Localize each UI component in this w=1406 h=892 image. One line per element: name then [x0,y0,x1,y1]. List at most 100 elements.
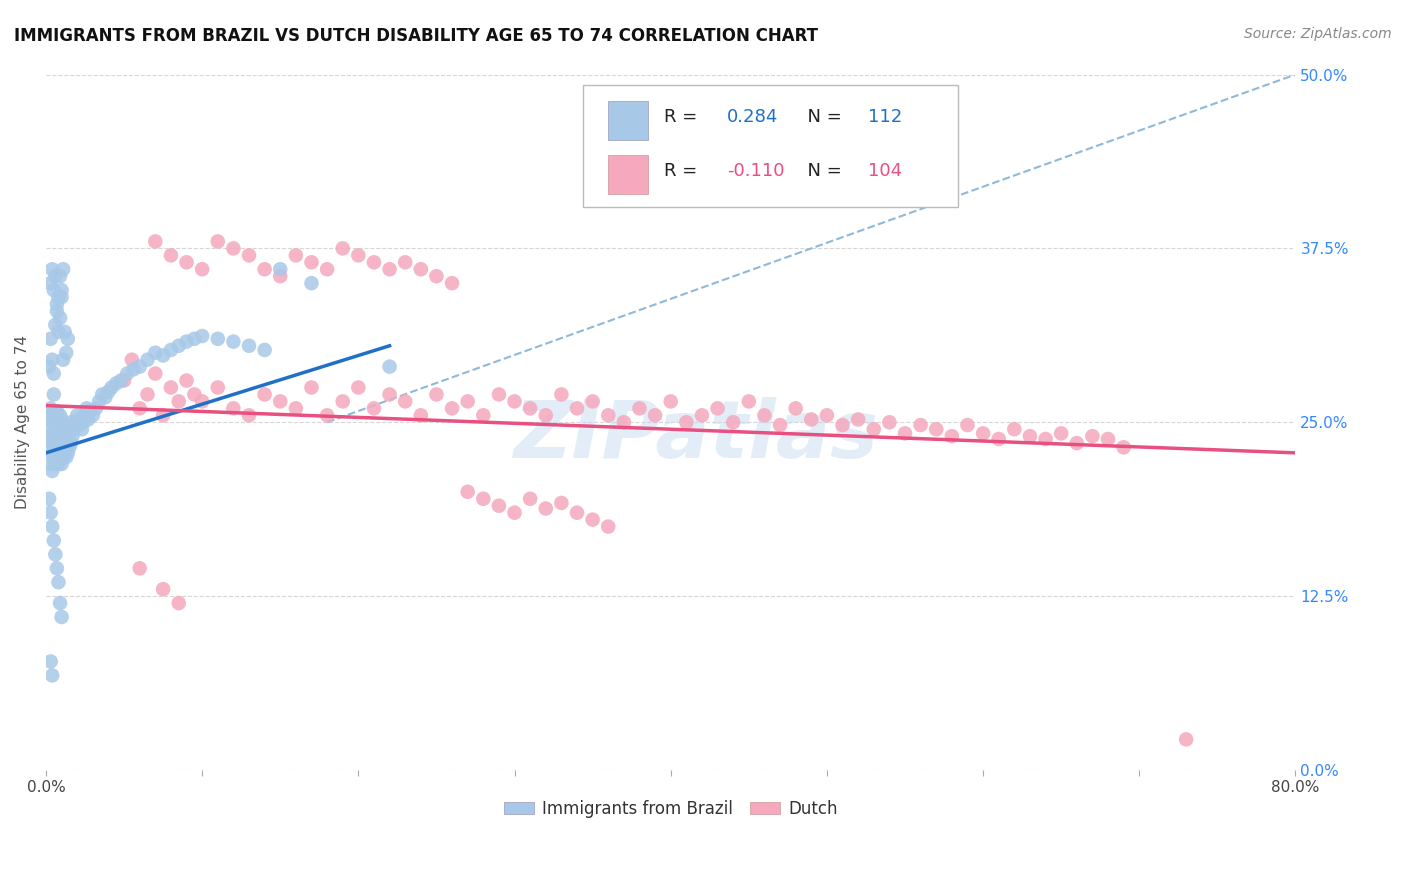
Point [690,409,713,423]
Point [167,339,190,353]
Point [160,343,183,357]
Point [48,325,70,339]
Point [644,409,666,423]
Point [72,415,94,429]
Point [409,409,432,423]
Point [769,418,792,433]
Point [519,491,541,506]
Point [409,262,432,277]
Point [488,499,510,513]
Point [910,418,932,433]
Point [45,304,67,318]
Point [110,374,132,388]
Point [301,276,323,290]
Point [42,429,65,443]
Text: 0.284: 0.284 [727,108,779,126]
Point [48,575,70,590]
Point [152,349,174,363]
Point [49,409,72,423]
Point [39,276,62,290]
Point [425,269,447,284]
Point [613,415,636,429]
Point [754,409,776,423]
Point [503,394,526,409]
Point [53,325,76,339]
Point [44,457,66,471]
Point [45,297,67,311]
Point [45,561,67,575]
Text: R =: R = [665,161,703,180]
Point [39,332,62,346]
Point [82,409,104,423]
Point [925,422,948,436]
Point [38,491,60,506]
Text: -0.110: -0.110 [727,161,785,180]
Point [38,429,60,443]
Point [253,387,276,401]
Point [269,262,291,277]
Point [441,276,464,290]
Point [53,443,76,458]
Point [441,401,464,416]
Point [316,409,339,423]
Point [76,401,98,416]
Point [378,262,401,277]
Point [58,418,80,433]
Point [143,345,166,359]
Point [1081,429,1104,443]
Point [176,374,198,388]
Point [51,436,73,450]
Point [222,334,245,349]
Point [565,401,588,416]
Point [347,248,370,262]
Point [94,390,117,404]
Point [378,359,401,374]
Point [49,310,72,325]
Point [191,262,214,277]
Point [38,409,60,423]
Point [73,409,96,423]
Point [534,501,557,516]
Point [87,394,110,409]
Point [550,387,572,401]
Point [41,436,63,450]
Point [56,446,79,460]
Point [56,332,79,346]
Point [1035,432,1057,446]
Point [44,318,66,332]
Point [628,401,651,416]
Point [42,533,65,548]
Point [42,450,65,464]
Point [222,241,245,255]
Point [675,415,697,429]
Point [62,429,84,443]
Point [846,412,869,426]
Text: 104: 104 [868,161,903,180]
Point [52,450,75,464]
Point [45,450,67,464]
Point [160,380,183,394]
Point [394,255,416,269]
Point [115,367,138,381]
Point [55,450,77,464]
Text: N =: N = [796,161,848,180]
Point [143,367,166,381]
Point [363,255,385,269]
Point [160,248,183,262]
Point [48,415,70,429]
Point [425,387,447,401]
Point [37,443,59,458]
Point [52,429,75,443]
Point [152,409,174,423]
Point [39,422,62,436]
Point [41,262,63,277]
Point [44,548,66,562]
Point [253,262,276,277]
Point [51,610,73,624]
Point [42,409,65,423]
Point [51,457,73,471]
Point [581,394,603,409]
Point [84,401,107,416]
Text: N =: N = [796,108,848,126]
Point [45,429,67,443]
